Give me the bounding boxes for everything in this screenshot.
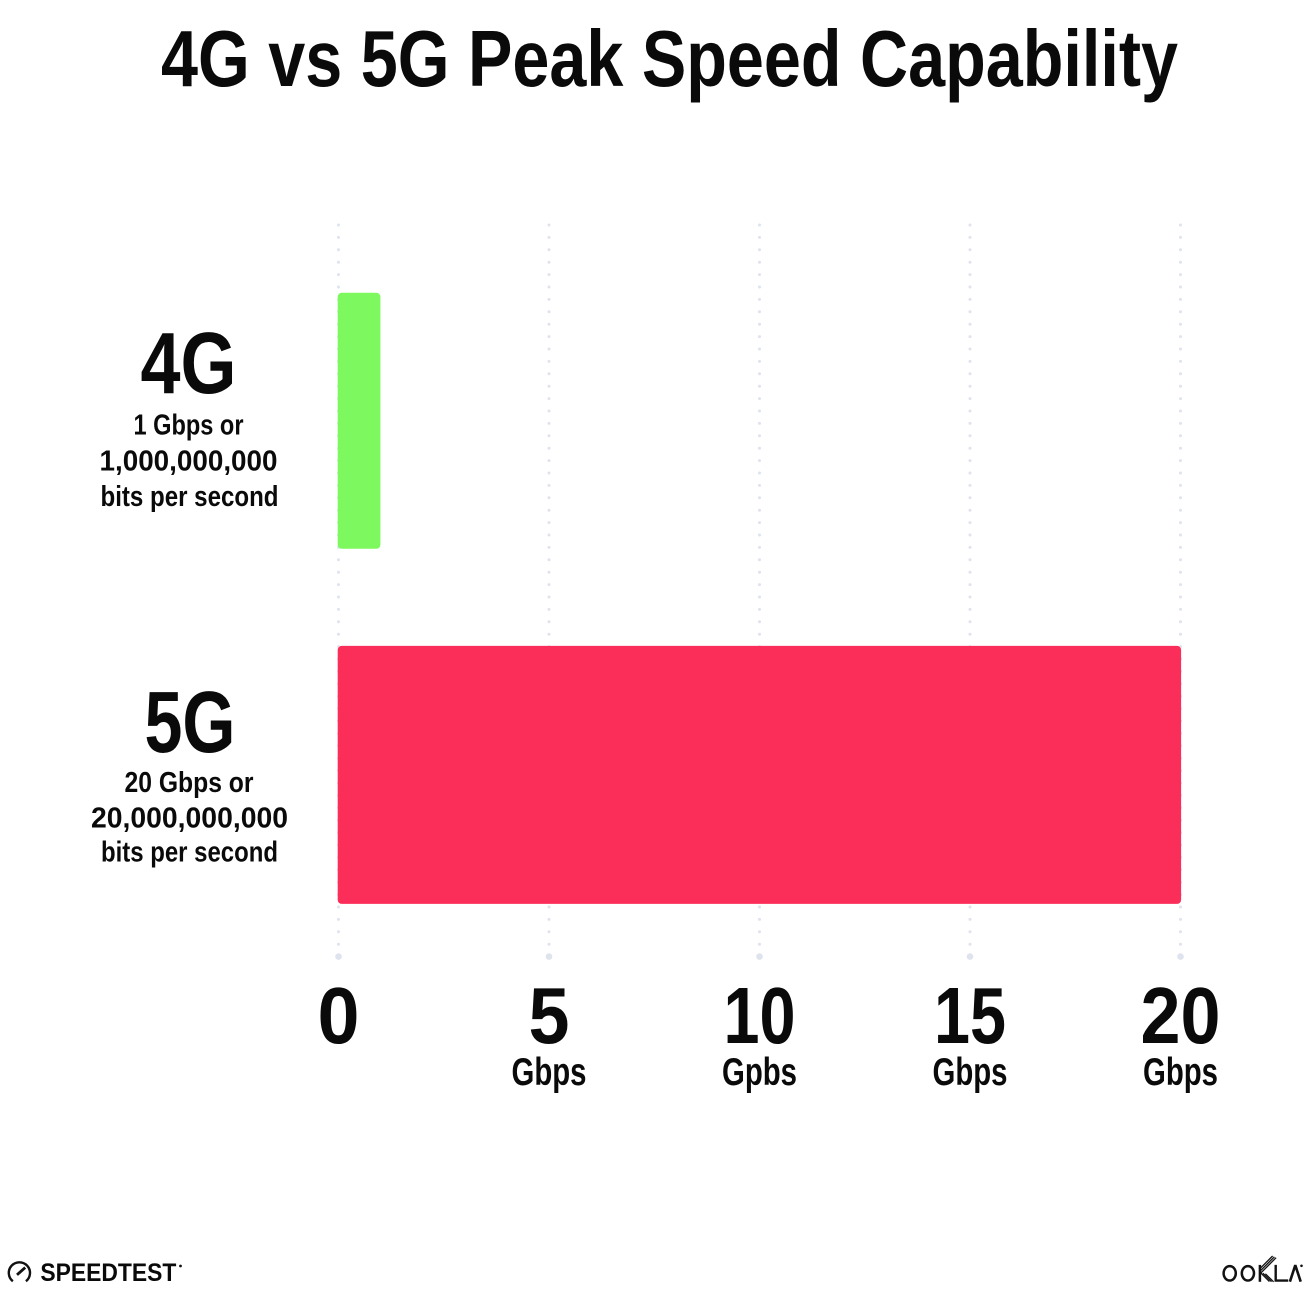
svg-text:10: 10: [724, 971, 796, 1060]
svg-text:4G vs 5G Peak Speed Capability: 4G vs 5G Peak Speed Capability: [161, 14, 1178, 103]
svg-text:20 Gbps or: 20 Gbps or: [125, 767, 254, 799]
svg-text:SPEEDTEST: SPEEDTEST: [40, 1259, 176, 1287]
svg-text:bits per second: bits per second: [101, 481, 279, 513]
svg-text:0: 0: [318, 971, 360, 1060]
svg-text:1,000,000,000: 1,000,000,000: [100, 445, 278, 477]
svg-text:5G: 5G: [145, 674, 236, 771]
svg-text:Gpbs: Gpbs: [722, 1051, 797, 1094]
svg-text:20,000,000,000: 20,000,000,000: [91, 803, 288, 835]
svg-text:20: 20: [1141, 971, 1221, 1060]
svg-text:Gbps: Gbps: [512, 1051, 587, 1094]
svg-text:5: 5: [529, 971, 570, 1060]
svg-text:1 Gbps or: 1 Gbps or: [134, 410, 244, 442]
svg-text:bits per second: bits per second: [101, 837, 278, 869]
svg-text:4G: 4G: [141, 315, 237, 412]
svg-text:15: 15: [934, 971, 1006, 1060]
svg-text:Gbps: Gbps: [1143, 1051, 1218, 1094]
svg-text:Gbps: Gbps: [933, 1051, 1008, 1094]
